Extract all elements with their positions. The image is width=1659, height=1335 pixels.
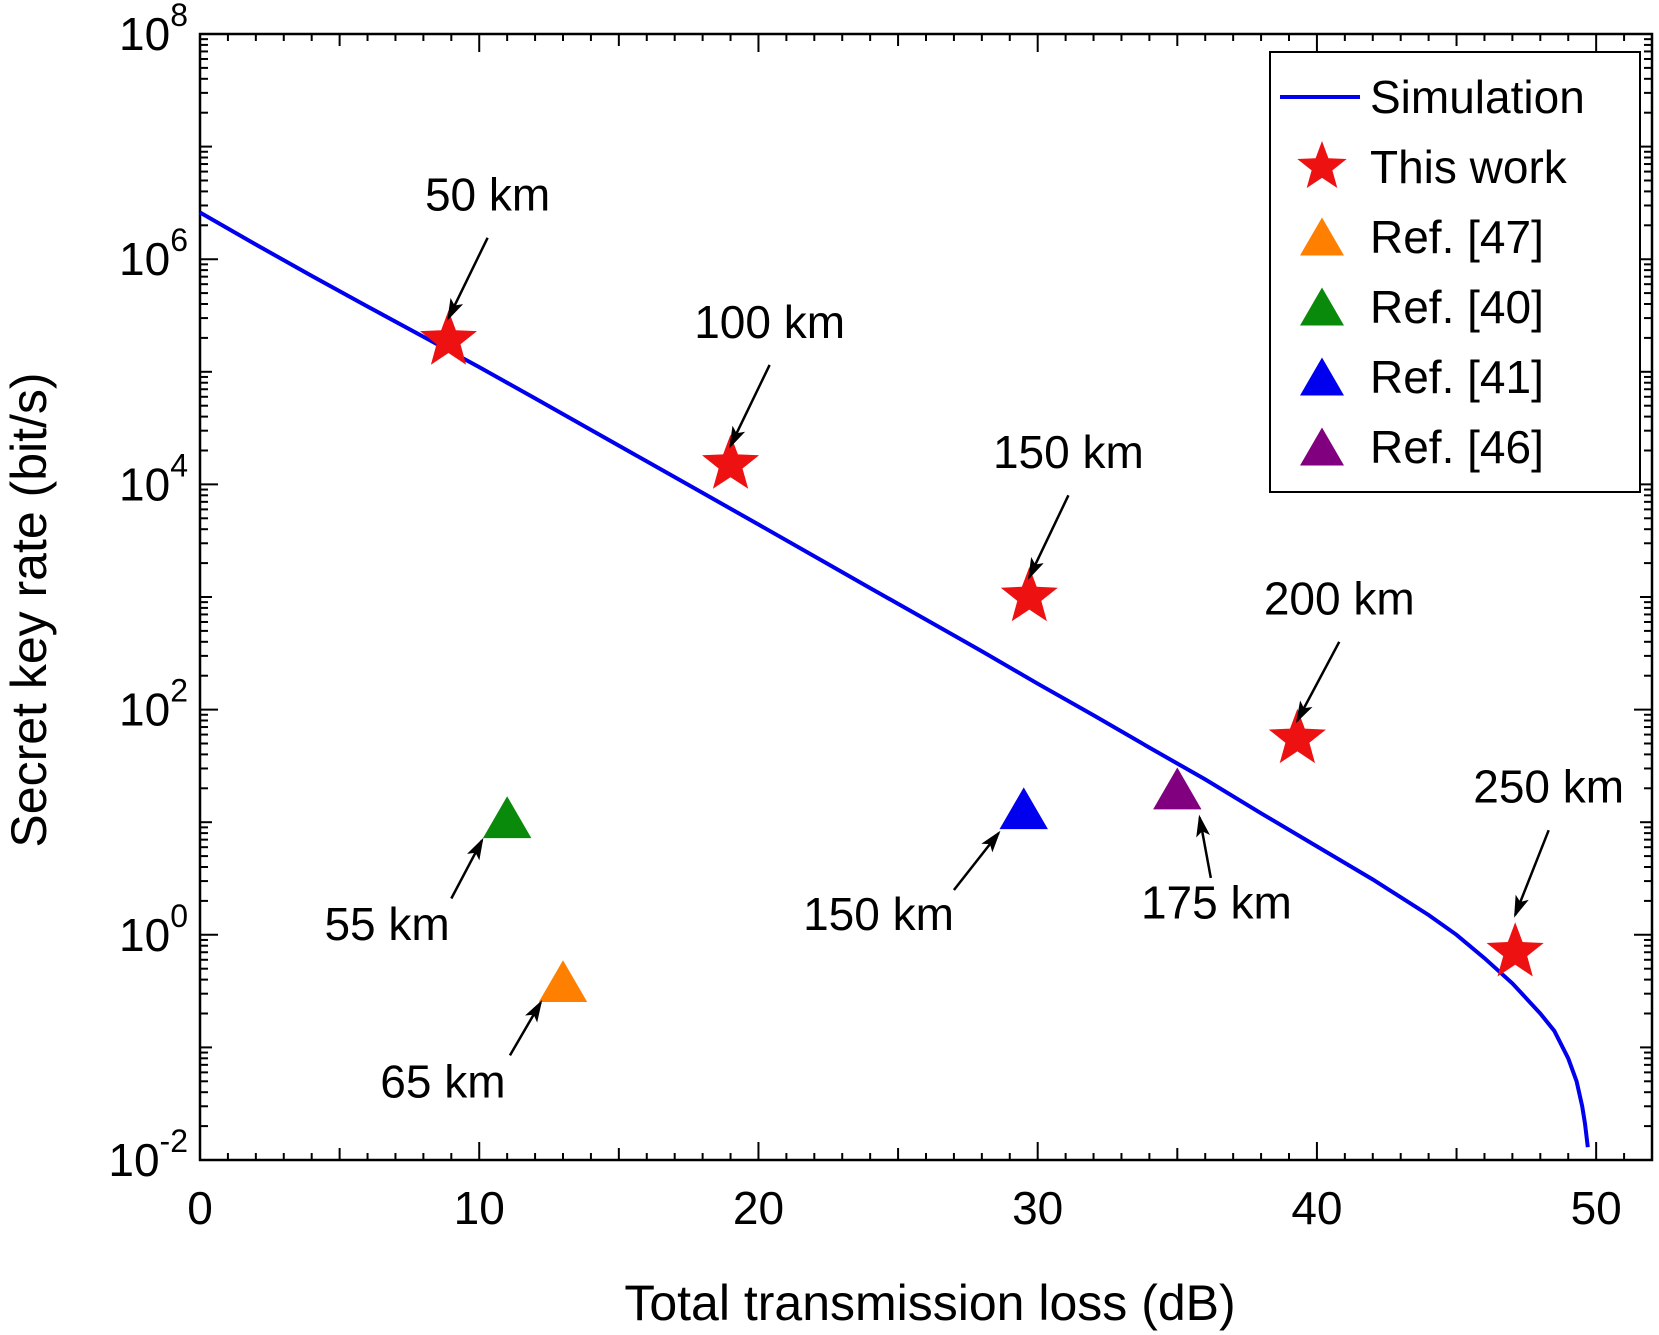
annotation-arrow	[1028, 494, 1070, 580]
legend-swatch-ref-46	[1300, 427, 1344, 466]
legend: Simulation This work Ref. [47] Ref. [40] Ref…	[1269, 51, 1641, 493]
star-point-this-work	[1268, 708, 1326, 764]
annotation-arrow	[1295, 641, 1341, 724]
annotation-arrow	[508, 999, 543, 1056]
annotation-arrow	[450, 837, 484, 900]
plot-series	[199, 210, 1590, 1148]
legend-label-ref-41: Ref. [41]	[1370, 351, 1544, 403]
x-tick-label: 20	[733, 1182, 784, 1234]
annotation-label: 150 km	[993, 426, 1144, 478]
annotation-arrow	[1196, 814, 1213, 879]
legend-label-simulation: Simulation	[1370, 71, 1585, 123]
legend-box	[1269, 51, 1641, 493]
annotation-arrow	[1514, 829, 1550, 918]
legend-label-ref-40: Ref. [40]	[1370, 281, 1544, 333]
legend-label-this-work: This work	[1370, 141, 1568, 193]
annotation-label: 250 km	[1473, 760, 1624, 812]
star-point-this-work	[702, 434, 760, 489]
x-tick-label: 0	[187, 1182, 213, 1234]
x-axis-title: Total transmission loss (dB)	[624, 1275, 1235, 1331]
annotation-label: 150 km	[803, 888, 954, 940]
annotation-label: 200 km	[1264, 572, 1415, 624]
triangle-point-ref-40	[482, 796, 532, 839]
triangle-point-ref-46	[1153, 767, 1202, 810]
y-tick-label: 102	[119, 673, 188, 736]
y-tick-label: 106	[119, 222, 188, 285]
annotation-label: 55 km	[324, 898, 449, 950]
legend-swatch-this-work	[1297, 141, 1347, 188]
y-axis-title: Secret key rate (bit/s)	[1, 372, 57, 847]
legend-swatch-ref-40	[1300, 287, 1344, 326]
annotation-label: 65 km	[380, 1055, 505, 1107]
y-tick-label: 108	[119, 0, 188, 60]
annotation-label: 175 km	[1141, 876, 1292, 928]
y-tick-label: 104	[119, 447, 188, 510]
axes: 0 10 20 30 40 50 10-2 100 102 104 106 108	[108, 0, 1654, 1234]
y-tick-label: 10-2	[108, 1123, 188, 1186]
annotation-label: 50 km	[425, 169, 550, 221]
annotation-arrow	[447, 237, 489, 321]
x-tick-label: 30	[1012, 1182, 1063, 1234]
y-tick-label: 100	[119, 898, 188, 961]
star-point-this-work	[420, 310, 477, 365]
triangle-point-ref-47	[538, 960, 588, 1003]
legend-swatch-ref-41	[1300, 357, 1344, 396]
annotations: 50 km 100 km 150 km 200 km 250 km 55 km 65 km 1…	[324, 169, 1624, 1108]
legend-label-ref-47: Ref. [47]	[1370, 211, 1544, 263]
star-point-this-work	[1000, 567, 1058, 622]
legend-label-ref-46: Ref. [46]	[1370, 421, 1544, 473]
x-tick-label: 40	[1291, 1182, 1342, 1234]
x-tick-label: 10	[454, 1182, 505, 1234]
x-tick-label: 50	[1571, 1182, 1622, 1234]
legend-swatch-ref-47	[1300, 217, 1344, 256]
annotation-arrow	[729, 364, 771, 449]
series-line-simulation	[199, 210, 1590, 1148]
triangle-point-ref-41	[999, 787, 1048, 830]
axis-titles: Total transmission loss (dB) Secret key …	[1, 372, 1236, 1331]
annotation-arrow	[952, 830, 1001, 891]
annotation-label: 100 km	[694, 296, 845, 348]
star-point-this-work	[1486, 922, 1544, 977]
